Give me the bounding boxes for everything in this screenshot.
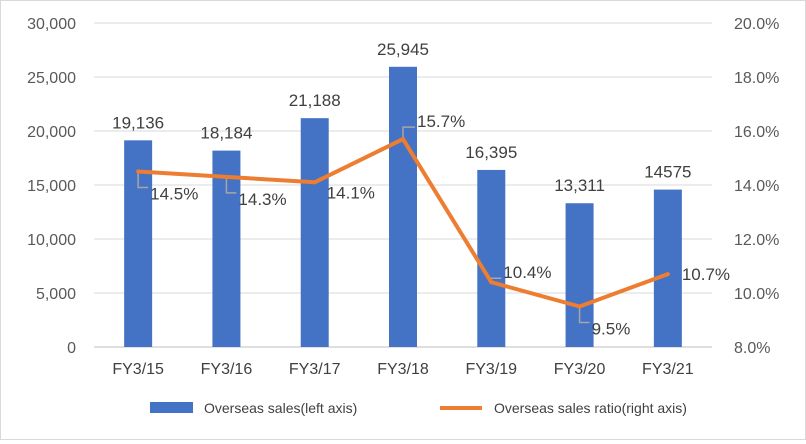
line-point bbox=[312, 180, 317, 185]
bar-data-labels: 19,136 18,184 21,188 25,945 16,395 13,311 1457… bbox=[112, 40, 691, 195]
left-tick-label: 10,000 bbox=[27, 232, 76, 249]
bar-value-label: 21,188 bbox=[289, 91, 341, 110]
bar-value-label: 13,311 bbox=[554, 176, 605, 195]
bar bbox=[300, 118, 329, 347]
leader-line bbox=[137, 171, 149, 189]
bar-value-label: 25,945 bbox=[377, 40, 429, 59]
bar-value-label: 16,395 bbox=[465, 143, 517, 162]
right-tick-label: 12.0% bbox=[734, 232, 779, 249]
bar bbox=[477, 169, 506, 347]
right-tick-label: 14.0% bbox=[734, 178, 779, 195]
line-value-label: 14.3% bbox=[238, 190, 286, 209]
category-labels: FY3/15 FY3/16 FY3/17 FY3/18 FY3/19 FY3/20 FY3/… bbox=[112, 361, 693, 378]
line-point bbox=[136, 169, 141, 174]
leader-line bbox=[578, 306, 590, 324]
bar-value-label: 18,184 bbox=[200, 124, 252, 143]
category-label: FY3/18 bbox=[377, 361, 429, 378]
right-axis-ticks: 8.0% 10.0% 12.0% 14.0% 16.0% 18.0% 20.0% bbox=[734, 16, 779, 357]
line-value-label: 14.1% bbox=[327, 183, 375, 202]
left-tick-label: 20,000 bbox=[27, 124, 76, 141]
line-point bbox=[665, 272, 670, 277]
leader-line bbox=[402, 126, 415, 140]
right-tick-label: 18.0% bbox=[734, 70, 779, 87]
left-axis-ticks: 0 5,000 10,000 15,000 20,000 25,000 30,000 bbox=[27, 16, 76, 357]
left-tick-label: 5,000 bbox=[36, 286, 76, 303]
legend-label-bars: Overseas sales(left axis) bbox=[204, 400, 357, 416]
bar-value-label: 14575 bbox=[644, 163, 691, 182]
leader-lines bbox=[137, 126, 590, 324]
category-label: FY3/17 bbox=[289, 361, 341, 378]
category-label: FY3/16 bbox=[201, 361, 253, 378]
bar bbox=[565, 203, 594, 347]
line-data-labels: 14.5% 14.3% 14.1% 15.7% 10.4% 9.5% 10.7% bbox=[150, 112, 730, 338]
line-value-label: 15.7% bbox=[417, 112, 465, 131]
line-series bbox=[136, 137, 670, 309]
right-tick-label: 10.0% bbox=[734, 286, 779, 303]
left-tick-label: 0 bbox=[67, 340, 76, 357]
category-label: FY3/21 bbox=[642, 361, 694, 378]
left-tick-label: 25,000 bbox=[27, 70, 76, 87]
category-label: FY3/15 bbox=[112, 361, 164, 378]
category-label: FY3/20 bbox=[554, 361, 606, 378]
line-value-label: 10.7% bbox=[682, 265, 730, 284]
line-point bbox=[224, 174, 229, 179]
line-value-label: 10.4% bbox=[503, 263, 551, 282]
category-label: FY3/19 bbox=[465, 361, 517, 378]
legend-swatch-bars bbox=[150, 402, 193, 413]
legend-label-line: Overseas sales ratio(right axis) bbox=[494, 400, 687, 416]
leader-line bbox=[225, 176, 237, 194]
line-point bbox=[577, 304, 582, 309]
line-point bbox=[489, 280, 494, 285]
legend: Overseas sales(left axis) Overseas sales… bbox=[150, 400, 687, 416]
right-tick-label: 8.0% bbox=[734, 340, 770, 357]
line-point bbox=[401, 137, 405, 142]
bar bbox=[653, 189, 682, 347]
bar-series bbox=[124, 66, 682, 347]
right-tick-label: 16.0% bbox=[734, 124, 779, 141]
left-tick-label: 30,000 bbox=[27, 16, 76, 33]
bar bbox=[389, 66, 417, 347]
right-tick-label: 20.0% bbox=[734, 16, 779, 33]
line-value-label: 14.5% bbox=[150, 185, 198, 204]
bar-value-label: 19,136 bbox=[112, 113, 164, 132]
left-tick-label: 15,000 bbox=[27, 178, 76, 195]
line-value-label: 9.5% bbox=[592, 320, 631, 339]
